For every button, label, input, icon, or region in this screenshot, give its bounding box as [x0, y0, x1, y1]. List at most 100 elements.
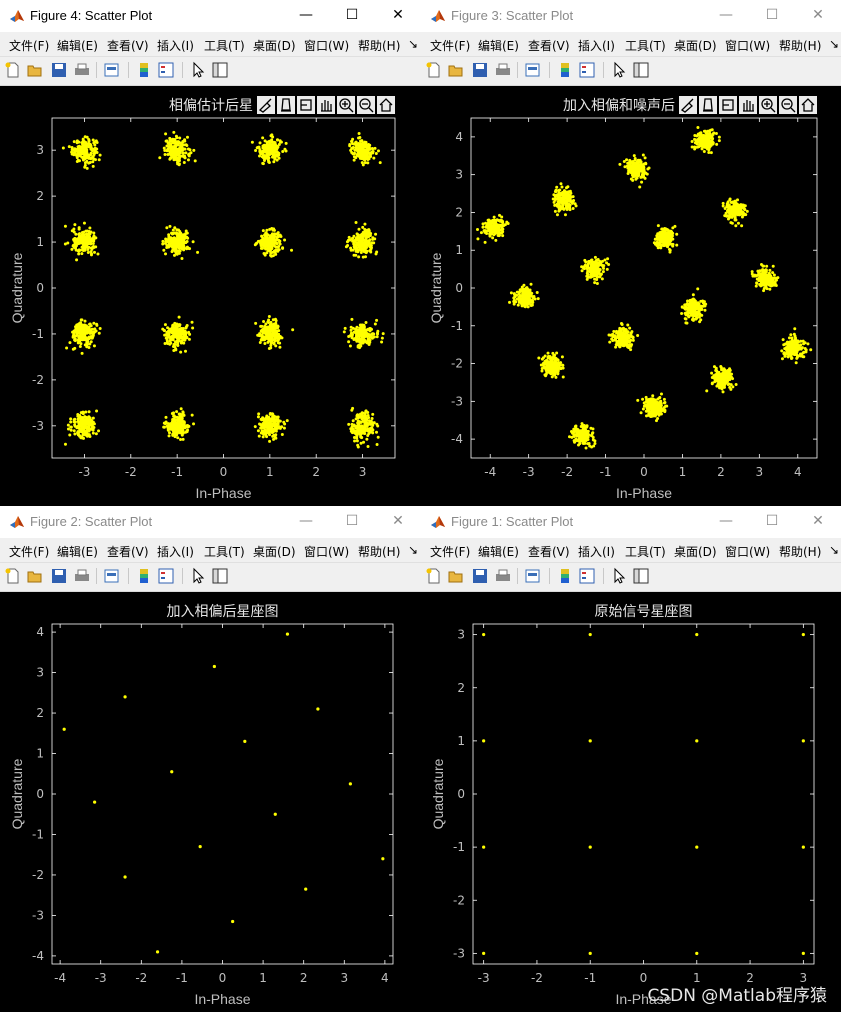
- data-point: [717, 139, 721, 143]
- data-point: [95, 150, 99, 154]
- data-point: [355, 153, 359, 157]
- x-tick-label: 3: [756, 465, 764, 479]
- open-folder-icon[interactable]: [447, 61, 465, 79]
- minimize-button[interactable]: —: [719, 7, 733, 23]
- zoom-in-icon[interactable]: [759, 96, 777, 114]
- colorbar-icon[interactable]: [135, 61, 153, 79]
- plot-canvas[interactable]: -4 -3 -2 -1 0 1 2 3 4 -4 -3 -2 -1 0 1 2 3 4 In-Phase Quadra…: [421, 86, 841, 506]
- menu-overflow-icon[interactable]: ↘: [408, 37, 419, 51]
- data-point: [492, 223, 496, 227]
- data-point: [263, 241, 267, 245]
- pointer-icon[interactable]: [610, 61, 628, 79]
- data-point: [80, 252, 84, 256]
- legend-icon[interactable]: [578, 61, 596, 79]
- menu-item-7[interactable]: 帮助(H): [358, 39, 401, 53]
- menu-item-2[interactable]: 查看(V): [107, 39, 149, 53]
- scatter-chart[interactable]: -3 -2 -1 0 1 2 3-3-2-10123In-PhaseQuadrature相偏…: [0, 86, 421, 506]
- menu-item-3[interactable]: 插入(I): [578, 39, 615, 53]
- menu-overflow-icon[interactable]: ↘: [829, 37, 840, 51]
- close-button[interactable]: ✕: [812, 7, 824, 23]
- data-point: [167, 332, 171, 336]
- data-point: [696, 126, 700, 130]
- new-file-icon[interactable]: [4, 61, 22, 79]
- close-button[interactable]: ✕: [392, 7, 404, 23]
- scatter-chart[interactable]: -4 -3 -2 -1 0 1 2 3 4-4-3-2-101234In-PhaseQuadra…: [421, 86, 841, 506]
- menu-item-6[interactable]: 窗口(W): [725, 39, 771, 53]
- pan-icon[interactable]: [739, 96, 757, 114]
- menu-item-4[interactable]: 工具(T): [625, 39, 666, 53]
- zoom-out-icon[interactable]: [779, 96, 797, 114]
- new-file-icon[interactable]: [425, 61, 443, 79]
- pointer-icon[interactable]: [189, 61, 207, 79]
- menu-item-4[interactable]: 工具(T): [204, 39, 245, 53]
- menu-item-0[interactable]: 文件(F): [9, 39, 50, 53]
- menu-item-5[interactable]: 桌面(D): [253, 39, 296, 53]
- menu-item-3[interactable]: 插入(I): [157, 39, 194, 53]
- data-point: [357, 430, 361, 434]
- home-icon[interactable]: [377, 96, 395, 114]
- figure-window-3[interactable]: Figure 3: Scatter Plot — ☐ ✕ 文件(F) 编辑(E) 查…: [421, 0, 841, 506]
- data-point: [654, 242, 658, 246]
- colorbar-icon[interactable]: [556, 61, 574, 79]
- chart-title: 相偏估计后星: [169, 98, 253, 114]
- data-point: [545, 364, 549, 368]
- title-bar[interactable]: Figure 3: Scatter Plot — ☐ ✕: [421, 0, 841, 32]
- data-point: [619, 321, 623, 325]
- print-preview-icon[interactable]: [103, 61, 121, 79]
- menu-item-7[interactable]: 帮助(H): [779, 39, 822, 53]
- menu-item-5[interactable]: 桌面(D): [674, 39, 717, 53]
- legend-icon[interactable]: [157, 61, 175, 79]
- menu-item-6[interactable]: 窗口(W): [304, 39, 350, 53]
- pan-icon[interactable]: [317, 96, 335, 114]
- data-point: [91, 431, 95, 435]
- open-folder-icon[interactable]: [26, 61, 44, 79]
- menu-item-1[interactable]: 编辑(E): [57, 39, 98, 53]
- menu-item-0[interactable]: 文件(F): [430, 39, 471, 53]
- data-point: [571, 207, 575, 211]
- data-point: [552, 200, 556, 204]
- save-icon[interactable]: [50, 61, 68, 79]
- data-point: [553, 203, 557, 207]
- x-tick-label: -1: [171, 465, 183, 479]
- figure-window-4[interactable]: Figure 4: Scatter Plot — ☐ ✕ 文件(F) 编辑(E) 查…: [0, 0, 421, 506]
- print-preview-icon[interactable]: [524, 61, 542, 79]
- menu-item-2[interactable]: 查看(V): [528, 39, 570, 53]
- data-point: [595, 258, 599, 262]
- plot-canvas[interactable]: -3 -2 -1 0 1 2 3 -3 -2 -1 0 1 2 3 In-Phase Quadrature 相偏…: [0, 86, 421, 506]
- data-point: [364, 320, 368, 324]
- minimize-button[interactable]: —: [299, 7, 313, 23]
- rotate-icon[interactable]: [297, 96, 315, 114]
- title-bar[interactable]: Figure 4: Scatter Plot — ☐ ✕: [0, 0, 421, 32]
- data-point: [628, 159, 632, 163]
- data-point: [91, 164, 95, 168]
- data-point: [358, 420, 362, 424]
- y-axis-label: Quadrature: [9, 252, 25, 323]
- menu-item-1[interactable]: 编辑(E): [478, 39, 519, 53]
- zoom-out-icon[interactable]: [357, 96, 375, 114]
- rotate-icon[interactable]: [719, 96, 737, 114]
- data-tips-icon[interactable]: [277, 96, 295, 114]
- data-point: [710, 139, 714, 143]
- data-point: [359, 149, 363, 153]
- data-point: [179, 350, 183, 354]
- zoom-in-icon[interactable]: [337, 96, 355, 114]
- data-point: [172, 427, 176, 431]
- data-point: [368, 249, 372, 253]
- property-editor-icon[interactable]: [632, 61, 650, 79]
- data-tips-icon[interactable]: [699, 96, 717, 114]
- data-point: [261, 429, 265, 433]
- maximize-button[interactable]: ☐: [345, 7, 359, 23]
- brush-icon[interactable]: [679, 96, 697, 114]
- brush-icon[interactable]: [257, 96, 275, 114]
- property-editor-icon[interactable]: [211, 61, 229, 79]
- print-icon[interactable]: [73, 61, 91, 79]
- data-point: [543, 373, 547, 377]
- home-icon[interactable]: [799, 96, 817, 114]
- data-point: [261, 229, 265, 233]
- data-point: [351, 419, 355, 423]
- save-icon[interactable]: [471, 61, 489, 79]
- print-icon[interactable]: [494, 61, 512, 79]
- data-point: [75, 156, 79, 160]
- data-point: [363, 432, 367, 436]
- maximize-button[interactable]: ☐: [765, 7, 779, 23]
